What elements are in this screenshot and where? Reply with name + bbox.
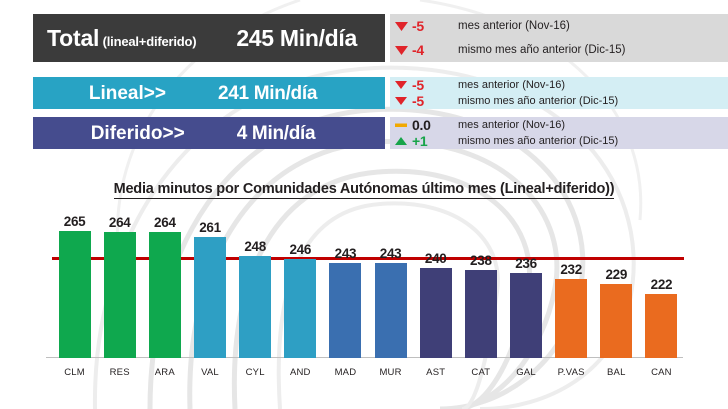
chart-bar-group: 264 RES [103, 206, 136, 378]
summary-label-sub-total: (lineal+diferido) [99, 33, 197, 49]
chart-bar-group: 243 MUR [374, 237, 407, 378]
indicator-text: mismo mes año anterior (Dic-15) [458, 95, 619, 107]
indicator-value: -5 [412, 18, 424, 34]
chart-category-label: BAL [607, 367, 626, 378]
chart-bar-value-label: 222 [650, 276, 673, 292]
chart-bar-value-label: 264 [108, 215, 131, 231]
average-reference-line [52, 257, 684, 261]
chart-category-label: ARA [154, 367, 175, 378]
chart-bar-group: 238 CAT [464, 244, 497, 378]
chart-bar[interactable] [58, 231, 91, 358]
chart-bar-value-label: 246 [289, 241, 312, 257]
indicator-text: mismo mes año anterior (Dic-15) [458, 44, 626, 56]
chart-bar-value-label: 243 [379, 246, 402, 262]
indicator-value: -5 [412, 77, 424, 93]
summary-bar-diferido: Diferido>> 4 Min/día [33, 117, 385, 149]
triangle-down-icon [390, 97, 412, 105]
chart-bar[interactable] [600, 283, 633, 358]
indicator-row: -5 mismo mes año anterior (Dic-15) [390, 93, 728, 109]
chart-bar-value-label: 240 [424, 250, 447, 266]
summary-indicators-lineal: -5 mes anterior (Nov-16) -5 mismo mes añ… [390, 77, 728, 109]
bar-chart: Media minutos por Comunidades Autónomas … [0, 178, 728, 409]
chart-category-label: AST [426, 367, 446, 378]
chart-category-label: CYL [245, 367, 265, 378]
triangle-down-icon [390, 81, 412, 89]
chart-bar-value-label: 229 [605, 266, 628, 282]
indicator-value: -5 [412, 93, 424, 109]
triangle-down-icon [390, 45, 412, 55]
chart-category-label: CLM [64, 367, 85, 378]
dash-icon [390, 121, 412, 129]
summary-value-lineal: 241 Min/día [217, 82, 318, 104]
x-axis-line [46, 357, 683, 358]
chart-bar[interactable] [374, 263, 407, 358]
indicator-row: 0.0 mes anterior (Nov-16) [390, 117, 728, 133]
chart-category-label: RES [109, 367, 130, 378]
chart-bar-group: 229 BAL [600, 258, 633, 378]
summary-indicators-diferido: 0.0 mes anterior (Nov-16) +1 mismo mes a… [390, 117, 728, 149]
chart-bar-value-label: 243 [334, 246, 357, 262]
indicator-row: -5 mes anterior (Nov-16) [390, 14, 728, 38]
chart-bar-group: 261 VAL [194, 211, 226, 378]
chart-category-label: GAL [516, 367, 536, 378]
chart-category-label: MAD [334, 367, 357, 378]
chart-bar[interactable] [419, 267, 452, 358]
chart-bar[interactable] [510, 273, 542, 358]
summary-bar-total: Total (lineal+diferido) 245 Min/día [33, 14, 385, 62]
indicator-text: mes anterior (Nov-16) [458, 119, 565, 131]
chart-bar-value-label: 265 [63, 214, 86, 229]
chart-bar[interactable] [103, 232, 136, 358]
summary-label-diferido: Diferido>> [90, 122, 185, 144]
indicator-row: +1 mismo mes año anterior (Dic-15) [390, 133, 728, 149]
chart-bar-group: 264 ARA [148, 206, 181, 378]
chart-bar[interactable] [148, 232, 181, 358]
triangle-up-icon [390, 137, 412, 145]
chart-bar[interactable] [464, 270, 497, 358]
chart-bar[interactable] [284, 258, 317, 358]
indicator-text: mismo mes año anterior (Dic-15) [458, 135, 619, 147]
chart-bar-value-label: 232 [560, 262, 582, 278]
chart-category-label: VAL [201, 367, 219, 378]
chart-bar-group: 265 CLM [58, 205, 91, 378]
chart-bar[interactable] [329, 263, 362, 358]
chart-bar-group: 222 CAN [645, 268, 678, 378]
summary-indicators-total: -5 mes anterior (Nov-16) -4 mismo mes añ… [390, 14, 728, 62]
indicator-text: mes anterior (Nov-16) [458, 20, 570, 32]
chart-bar-group: 248 CYL [239, 230, 272, 378]
chart-bar-value-label: 264 [154, 215, 176, 231]
chart-bar[interactable] [194, 236, 226, 358]
indicator-row: -5 mes anterior (Nov-16) [390, 77, 728, 93]
chart-category-label: CAN [651, 367, 672, 378]
chart-bar-value-label: 236 [515, 256, 537, 272]
chart-plot-area: 265 CLM 264 RES 264 ARA 261 VAL 248 CYL 246 AND 243 M… [0, 178, 728, 409]
summary-bar-lineal: Lineal>> 241 Min/día [33, 77, 385, 109]
summary-label-lineal: Lineal>> [88, 82, 166, 104]
triangle-down-icon [390, 21, 412, 31]
chart-bar-value-label: 261 [199, 219, 221, 235]
chart-category-label: MUR [379, 367, 402, 378]
summary-label-main-total: Total [47, 24, 100, 51]
indicator-value: 0.0 [412, 117, 431, 133]
indicator-value: -4 [412, 42, 424, 58]
chart-bar-group: 232 P.VAS [555, 253, 588, 378]
chart-category-label: AND [289, 367, 311, 378]
chart-bar-value-label: 248 [244, 238, 266, 254]
chart-bar[interactable] [645, 293, 678, 358]
chart-bar-group: 243 MAD [329, 237, 362, 378]
chart-bar-group: 236 GAL [510, 247, 542, 378]
chart-bar[interactable] [239, 255, 272, 358]
chart-bar-group: 246 AND [284, 233, 317, 378]
indicator-text: mes anterior (Nov-16) [458, 79, 565, 91]
chart-category-label: P.VAS [557, 367, 585, 378]
summary-value-diferido: 4 Min/día [236, 122, 316, 144]
chart-category-label: CAT [471, 367, 491, 378]
chart-bar[interactable] [555, 279, 588, 358]
chart-bar-group: 240 AST [419, 242, 452, 378]
chart-bar-value-label: 238 [470, 253, 492, 269]
summary-value-total: 245 Min/día [236, 24, 357, 51]
summary-label-total: Total (lineal+diferido) [47, 24, 197, 51]
indicator-row: -4 mismo mes año anterior (Dic-15) [390, 38, 728, 62]
indicator-value: +1 [412, 133, 428, 149]
